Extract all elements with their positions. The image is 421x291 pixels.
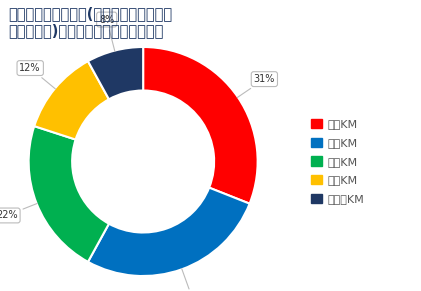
Text: 8%: 8% (99, 15, 115, 51)
Text: 22%: 22% (0, 203, 37, 221)
Wedge shape (88, 47, 143, 99)
Wedge shape (88, 188, 250, 276)
Legend: １０KM, ２０KM, ３０KM, ５０KM, １００KM: １０KM, ２０KM, ３０KM, ５０KM, １００KM (306, 114, 368, 209)
Text: 31%: 31% (237, 74, 275, 97)
Text: 27%: 27% (182, 269, 204, 291)
Wedge shape (34, 61, 109, 140)
Text: 12%: 12% (19, 63, 56, 89)
Text: サイクリングの実践(または、実践した際
の許容距離)はどの程度と思いますか？: サイクリングの実践(または、実践した際 の許容距離)はどの程度と思いますか？ (8, 6, 173, 38)
Wedge shape (143, 47, 258, 204)
Wedge shape (29, 126, 109, 262)
